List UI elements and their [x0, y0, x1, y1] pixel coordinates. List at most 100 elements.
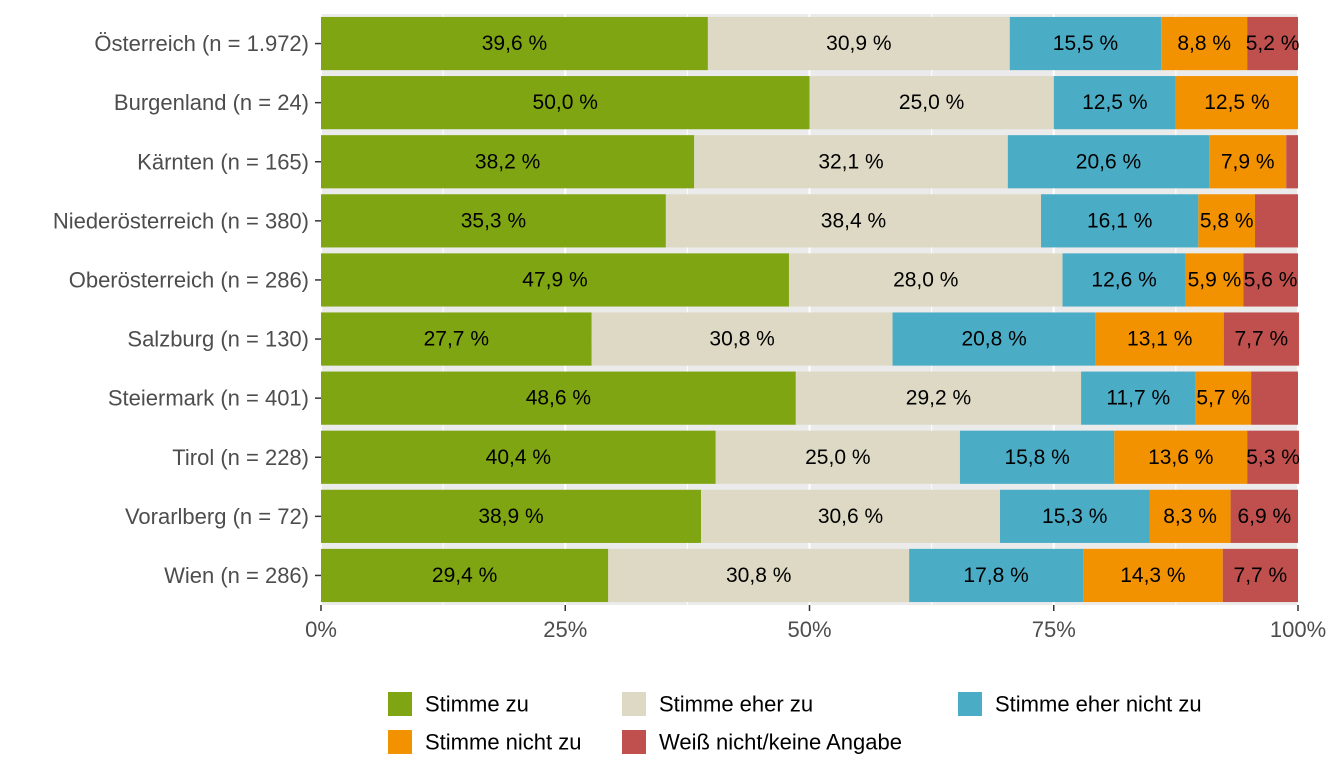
data-label-stimme-nicht-zu-4: 5,8 % — [1200, 209, 1254, 232]
bar-segment-stimme-nicht-zu-6 — [1095, 312, 1224, 366]
legend-label-stimme-nicht-zu: Stimme nicht zu — [425, 730, 582, 755]
bar-segment-stimme-nicht-zu-1 — [1161, 16, 1248, 71]
data-label-stimme-eher-zu-6: 30,8 % — [709, 328, 774, 351]
data-label-wei-nicht-keine-angabe-6: 7,7 % — [1235, 328, 1289, 351]
x-tick-label-2: 25% — [543, 617, 587, 642]
legend-key-wei-nicht-keine-angabe — [622, 730, 646, 754]
bar-segment-stimme-zu-5 — [321, 253, 789, 307]
bar-segment-wei-nicht-keine-angabe-7 — [1251, 371, 1298, 425]
data-label-stimme-eher-zu-10: 30,8 % — [726, 564, 791, 587]
bar-segment-stimme-nicht-zu-4 — [1198, 194, 1256, 248]
bar-segment-stimme-nicht-zu-8 — [1114, 430, 1248, 484]
bar-segment-stimme-eher-zu-8 — [715, 430, 960, 484]
bar-segment-stimme-zu-1 — [321, 16, 708, 71]
data-label-stimme-zu-8: 40,4 % — [486, 446, 551, 469]
category-label-3: Kärnten (n = 165) — [137, 149, 309, 174]
bar-segment-stimme-eher-nicht-zu-3 — [1007, 135, 1210, 189]
legend-label-stimme-zu: Stimme zu — [425, 692, 529, 717]
bar-segment-stimme-eher-zu-1 — [707, 16, 1010, 71]
bar-segment-stimme-eher-zu-5 — [788, 253, 1063, 307]
bar-segment-stimme-zu-2 — [321, 76, 810, 130]
bar-segment-wei-nicht-keine-angabe-10 — [1222, 548, 1298, 603]
data-label-stimme-eher-nicht-zu-5: 12,6 % — [1091, 268, 1156, 291]
x-axis: 0% 25% 50% 75% 100% — [305, 605, 1326, 642]
data-label-stimme-eher-nicht-zu-9: 15,3 % — [1042, 505, 1107, 528]
bar-segment-stimme-eher-nicht-zu-7 — [1081, 371, 1196, 425]
x-tick-label-4: 75% — [1032, 617, 1076, 642]
bar-segment-stimme-nicht-zu-10 — [1083, 548, 1223, 603]
bar-segment-wei-nicht-keine-angabe-4 — [1255, 194, 1298, 248]
data-label-stimme-eher-nicht-zu-6: 20,8 % — [961, 328, 1026, 351]
data-label-wei-nicht-keine-angabe-10: 7,7 % — [1234, 564, 1288, 587]
data-label-wei-nicht-keine-angabe-9: 6,9 % — [1237, 505, 1291, 528]
data-label-stimme-eher-nicht-zu-1: 15,5 % — [1053, 32, 1118, 55]
bar-segment-stimme-eher-zu-9 — [701, 489, 1001, 543]
data-label-stimme-nicht-zu-5: 5,9 % — [1188, 268, 1242, 291]
data-label-stimme-eher-nicht-zu-10: 17,8 % — [963, 564, 1028, 587]
bar-segment-stimme-zu-6 — [321, 312, 592, 366]
bar-segment-stimme-nicht-zu-9 — [1149, 489, 1231, 543]
bar-segment-stimme-nicht-zu-3 — [1209, 135, 1287, 189]
bar-segment-stimme-eher-nicht-zu-6 — [892, 312, 1096, 366]
legend-key-stimme-eher-nicht-zu — [958, 692, 982, 716]
bar-segment-stimme-eher-zu-10 — [608, 548, 910, 603]
data-label-stimme-zu-7: 48,6 % — [526, 387, 591, 410]
data-label-stimme-zu-2: 50,0 % — [533, 91, 598, 114]
bar-segment-stimme-eher-nicht-zu-5 — [1062, 253, 1186, 307]
bar-segment-stimme-eher-zu-2 — [809, 76, 1054, 130]
bar-segment-stimme-zu-4 — [321, 194, 666, 248]
data-label-stimme-eher-zu-9: 30,6 % — [818, 505, 883, 528]
data-label-stimme-eher-zu-1: 30,9 % — [826, 32, 891, 55]
bar-segment-wei-nicht-keine-angabe-5 — [1243, 253, 1298, 307]
data-label-stimme-nicht-zu-2: 12,5 % — [1204, 91, 1269, 114]
bar-segment-stimme-eher-zu-3 — [694, 135, 1008, 189]
bar-segment-stimme-nicht-zu-5 — [1185, 253, 1244, 307]
data-label-stimme-eher-nicht-zu-2: 12,5 % — [1082, 91, 1147, 114]
data-label-stimme-eher-zu-7: 29,2 % — [906, 387, 971, 410]
bar-segment-stimme-zu-8 — [321, 430, 716, 484]
legend: Stimme zu Stimme eher zu Stimme eher nicht… — [388, 692, 1202, 755]
data-label-stimme-zu-6: 27,7 % — [424, 328, 489, 351]
data-label-stimme-zu-4: 35,3 % — [461, 209, 526, 232]
data-label-stimme-nicht-zu-9: 8,3 % — [1163, 505, 1217, 528]
category-label-5: Oberösterreich (n = 286) — [69, 267, 309, 292]
data-label-stimme-eher-nicht-zu-4: 16,1 % — [1087, 209, 1152, 232]
segment-labels-group: 39,6 % 30,9 % 15,5 % 8,8 % 5,2 % 50,0 % 25,0 %… — [424, 32, 1300, 587]
legend-label-wei-nicht-keine-angabe: Weiß nicht/keine Angabe — [659, 730, 902, 755]
bar-segment-stimme-zu-10 — [321, 548, 609, 603]
data-label-stimme-nicht-zu-7: 5,7 % — [1196, 387, 1250, 410]
category-label-4: Niederösterreich (n = 380) — [53, 208, 309, 233]
bar-segment-wei-nicht-keine-angabe-8 — [1247, 430, 1299, 484]
data-label-stimme-zu-5: 47,9 % — [522, 268, 587, 291]
bar-segment-stimme-zu-3 — [321, 135, 695, 189]
data-label-stimme-zu-1: 39,6 % — [482, 32, 547, 55]
legend-key-stimme-zu — [388, 692, 412, 716]
bar-segment-wei-nicht-keine-angabe-1 — [1247, 16, 1298, 71]
x-tick-label-1: 0% — [305, 617, 337, 642]
category-label-9: Vorarlberg (n = 72) — [125, 504, 309, 529]
data-label-stimme-nicht-zu-8: 13,6 % — [1148, 446, 1213, 469]
bar-segment-wei-nicht-keine-angabe-6 — [1223, 312, 1299, 366]
bar-segment-stimme-eher-nicht-zu-10 — [909, 548, 1084, 603]
data-label-stimme-nicht-zu-10: 14,3 % — [1120, 564, 1185, 587]
bar-segment-stimme-nicht-zu-7 — [1195, 371, 1252, 425]
bars-group — [321, 16, 1299, 603]
category-label-8: Tirol (n = 228) — [172, 445, 309, 470]
data-label-wei-nicht-keine-angabe-1: 5,2 % — [1246, 32, 1300, 55]
data-label-stimme-eher-nicht-zu-3: 20,6 % — [1076, 150, 1141, 173]
legend-key-stimme-nicht-zu — [388, 730, 412, 754]
data-label-stimme-nicht-zu-1: 8,8 % — [1177, 32, 1231, 55]
bar-segment-stimme-eher-zu-4 — [665, 194, 1042, 248]
data-label-stimme-eher-zu-8: 25,0 % — [805, 446, 870, 469]
data-label-stimme-zu-3: 38,2 % — [475, 150, 540, 173]
category-label-6: Salzburg (n = 130) — [127, 327, 309, 352]
data-label-wei-nicht-keine-angabe-5: 5,6 % — [1244, 268, 1298, 291]
data-label-stimme-eher-nicht-zu-8: 15,8 % — [1004, 446, 1069, 469]
data-label-stimme-eher-zu-3: 32,1 % — [818, 150, 883, 173]
x-tick-label-5: 100% — [1270, 617, 1326, 642]
data-label-stimme-eher-nicht-zu-7: 11,7 % — [1106, 387, 1170, 410]
bar-segment-stimme-eher-zu-6 — [591, 312, 893, 366]
data-label-stimme-nicht-zu-6: 13,1 % — [1127, 328, 1192, 351]
